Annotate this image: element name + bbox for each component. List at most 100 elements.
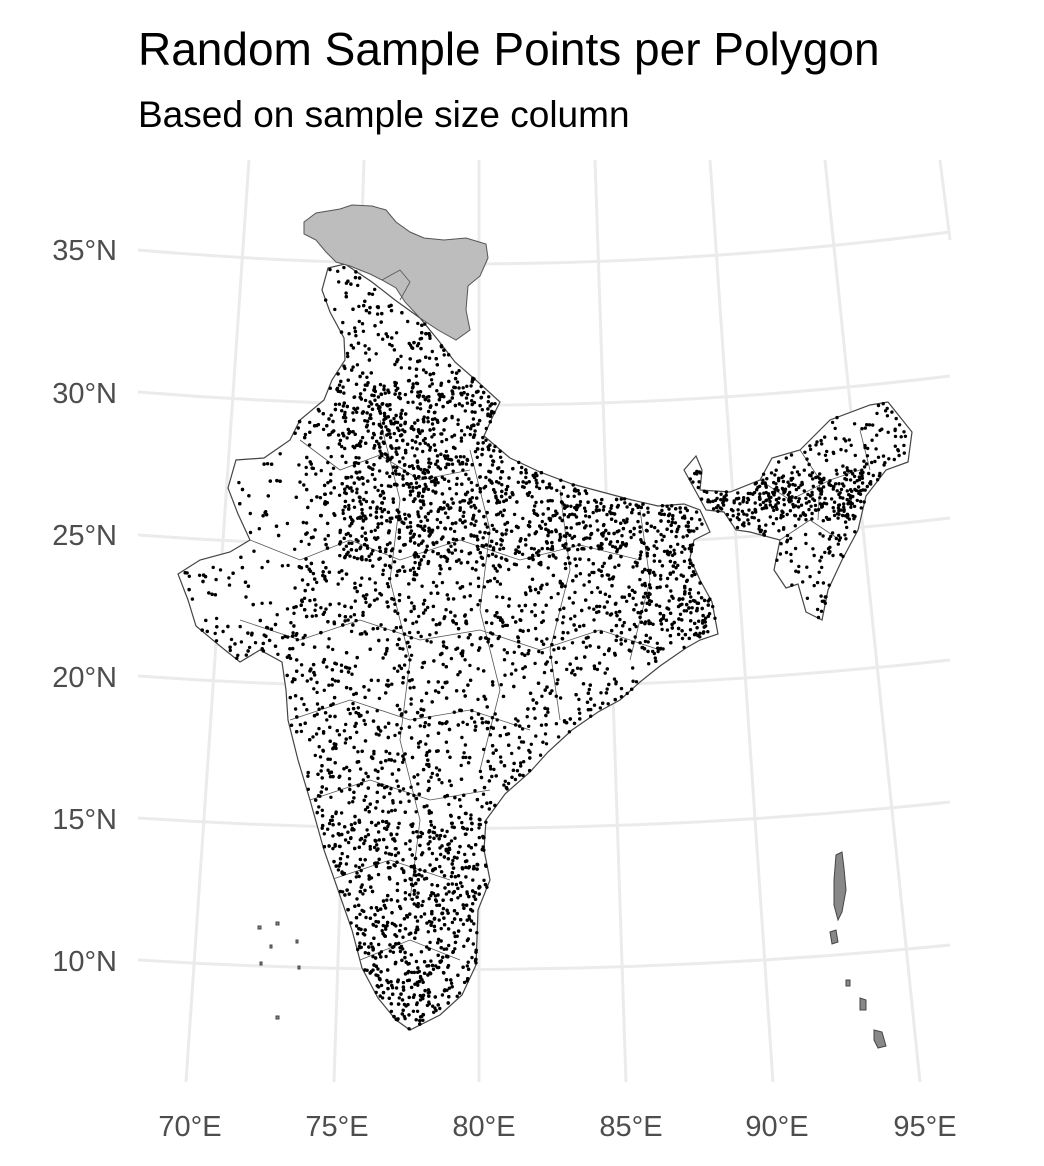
sample-point	[421, 611, 426, 615]
sample-point	[477, 418, 482, 423]
sample-point	[382, 508, 387, 512]
sample-point	[432, 410, 437, 415]
sample-point	[547, 554, 552, 558]
sample-point	[668, 634, 673, 638]
sample-point	[695, 608, 699, 613]
sample-point	[371, 500, 375, 504]
sample-point	[427, 994, 431, 998]
sample-point	[456, 973, 460, 977]
sample-point	[376, 488, 380, 493]
sample-point	[496, 512, 501, 516]
sample-point	[683, 584, 687, 589]
sample-point	[345, 552, 349, 556]
sample-point	[367, 874, 371, 878]
sample-point	[528, 691, 533, 695]
sample-point	[369, 678, 374, 682]
sample-point	[479, 775, 484, 780]
sample-point	[389, 484, 393, 489]
sample-point	[419, 994, 423, 998]
sample-point	[643, 639, 648, 644]
sample-point	[400, 998, 405, 1002]
sample-point	[376, 395, 381, 399]
sample-point	[415, 406, 420, 410]
sample-point	[401, 787, 406, 791]
sample-point	[333, 844, 337, 848]
sample-point	[466, 866, 471, 870]
sample-point	[479, 396, 483, 400]
sample-point	[681, 574, 685, 578]
sample-point	[351, 418, 356, 422]
sample-point	[394, 986, 399, 990]
sample-point	[440, 993, 445, 997]
sample-point	[360, 576, 364, 580]
sample-point	[434, 402, 439, 407]
sample-point	[639, 620, 644, 624]
sample-point	[315, 702, 320, 706]
sample-point	[559, 492, 564, 496]
sample-point	[384, 927, 388, 931]
sample-point	[562, 606, 566, 610]
sample-point	[605, 667, 609, 671]
sample-point	[546, 499, 550, 503]
sample-point	[379, 950, 384, 954]
sample-point	[344, 722, 348, 727]
sample-point	[302, 596, 307, 600]
sample-point	[319, 790, 323, 794]
sample-point	[406, 670, 411, 674]
sample-point	[379, 320, 383, 324]
sample-point	[598, 590, 602, 594]
sample-point	[396, 826, 400, 830]
sample-point	[415, 344, 420, 348]
sample-point	[480, 847, 484, 852]
sample-point	[229, 637, 234, 642]
sample-point	[522, 675, 526, 679]
sample-point	[431, 868, 435, 873]
sample-point	[261, 514, 265, 518]
sample-point	[665, 628, 670, 632]
sample-point	[486, 720, 490, 725]
sample-point	[342, 401, 346, 405]
sample-point	[288, 656, 293, 661]
sample-point	[451, 619, 455, 623]
sample-point	[380, 402, 384, 406]
lat-line-30	[137, 374, 951, 407]
sample-point	[376, 830, 381, 834]
sample-point	[244, 595, 248, 599]
sample-point	[667, 507, 671, 511]
sample-point	[286, 563, 290, 568]
sample-point	[416, 630, 420, 635]
sample-point	[666, 519, 671, 524]
sample-point	[415, 710, 420, 715]
sample-point	[495, 611, 499, 615]
sample-point	[364, 351, 368, 355]
sample-point	[403, 878, 407, 883]
sample-point	[434, 766, 439, 770]
sample-point	[481, 845, 485, 849]
sample-point	[385, 845, 389, 850]
sample-point	[298, 723, 303, 727]
sample-point	[355, 487, 359, 491]
sample-point	[371, 948, 375, 952]
sample-point	[575, 666, 580, 670]
sample-point	[435, 459, 440, 463]
sample-point	[317, 409, 321, 413]
sample-point	[419, 524, 423, 529]
sample-point	[400, 311, 404, 315]
sample-point	[318, 755, 323, 759]
sample-point	[370, 889, 375, 894]
sample-point	[442, 916, 446, 920]
sample-point	[607, 648, 611, 653]
sample-point	[410, 853, 414, 857]
sample-point	[693, 599, 697, 603]
sample-point	[375, 506, 379, 511]
sample-point	[411, 400, 415, 404]
sample-point	[355, 932, 360, 936]
sample-point	[351, 498, 355, 503]
sample-point	[533, 504, 537, 508]
sample-point	[331, 846, 335, 851]
sample-point	[690, 574, 694, 578]
sample-point	[406, 400, 410, 405]
sample-point	[278, 452, 282, 456]
sample-point	[444, 847, 448, 852]
sample-point	[409, 653, 414, 657]
